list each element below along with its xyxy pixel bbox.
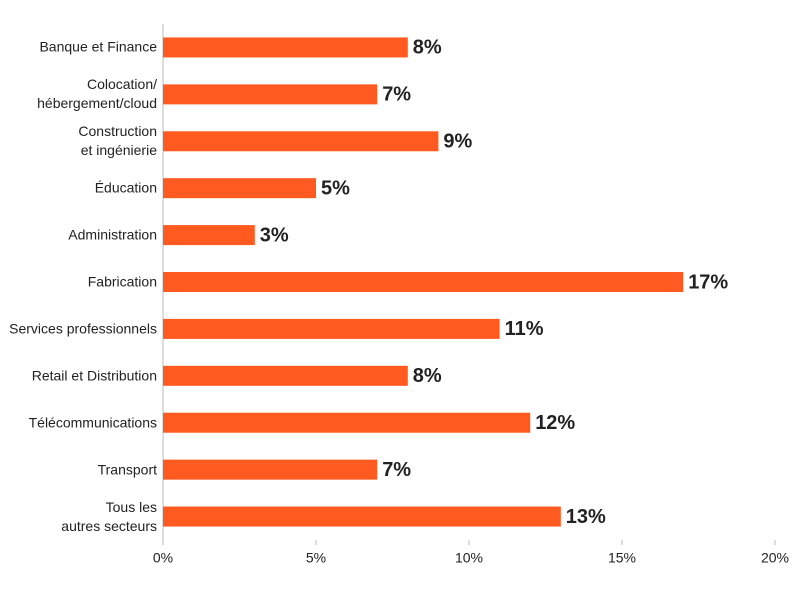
bar	[163, 225, 255, 246]
value-label: 12%	[535, 412, 575, 434]
x-tick-label: 15%	[608, 550, 636, 566]
value-label: 5%	[321, 177, 350, 199]
bar	[163, 506, 561, 527]
value-label: 13%	[566, 506, 606, 528]
y-tick-label: Tous les autres secteurs	[61, 498, 157, 534]
value-label: 11%	[505, 318, 544, 340]
x-tick-label: 10%	[455, 550, 483, 566]
bar	[163, 178, 316, 199]
value-label: 9%	[443, 131, 472, 153]
bar	[163, 318, 500, 339]
x-tick-label: 5%	[306, 550, 326, 566]
y-tick-label: Retail et Distribution	[31, 367, 157, 384]
bar	[163, 459, 378, 480]
value-label: 8%	[413, 365, 442, 387]
y-tick-label: Transport	[97, 461, 157, 478]
y-tick-label: Fabrication	[87, 273, 157, 290]
bar	[163, 412, 531, 433]
y-tick-label: Éducation	[94, 179, 157, 196]
y-tick-label: Banque et Finance	[39, 38, 157, 55]
value-label: 7%	[382, 84, 411, 106]
value-label: 7%	[382, 459, 411, 481]
x-tick-label: 0%	[153, 550, 173, 566]
value-label: 3%	[260, 224, 289, 246]
bar	[163, 37, 408, 58]
bar	[163, 272, 684, 292]
value-label: 17%	[688, 271, 728, 293]
y-tick-label: Administration	[68, 226, 157, 243]
value-label: 8%	[413, 37, 442, 59]
bar	[163, 131, 439, 152]
y-tick-label: Télécommunications	[28, 414, 157, 431]
bar	[163, 84, 378, 105]
y-tick-label: Colocation/ hébergement/cloud	[37, 76, 157, 112]
y-tick-label: Services professionnels	[9, 320, 157, 337]
y-tick-label: Construction et ingénierie	[78, 123, 157, 159]
bar	[163, 365, 408, 386]
x-tick-label: 20%	[761, 550, 789, 566]
